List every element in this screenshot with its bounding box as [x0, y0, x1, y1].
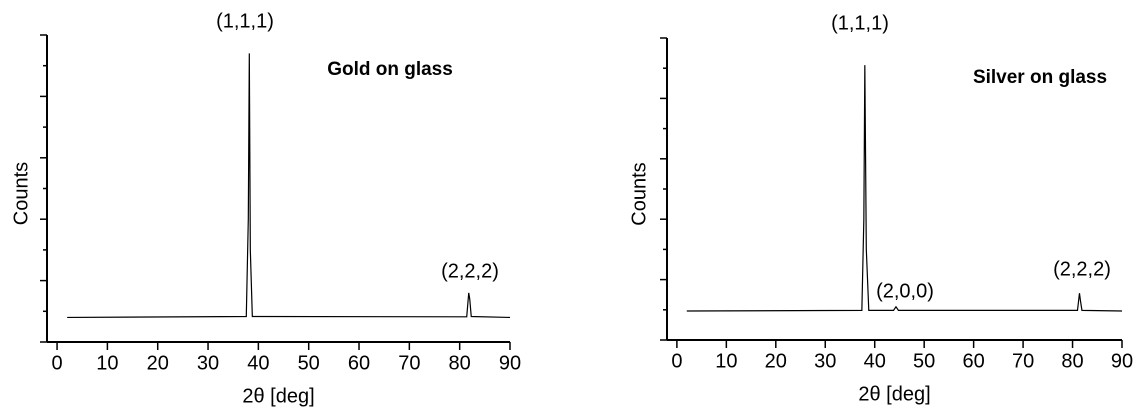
- x-tick-label: 60: [348, 352, 370, 374]
- annotation: (2,0,0): [876, 280, 934, 302]
- annotation: (2,2,2): [441, 260, 499, 282]
- x-tick-label: 10: [715, 350, 737, 372]
- x-tick-label: 80: [1061, 350, 1083, 372]
- x-tick-label: 90: [499, 352, 521, 374]
- x-tick-label: 40: [864, 350, 886, 372]
- x-tick-label: 20: [765, 350, 787, 372]
- annotation: (2,2,2): [1053, 258, 1111, 280]
- x-tick-label: 70: [398, 352, 420, 374]
- x-tick-label: 90: [1111, 350, 1133, 372]
- annotation: (1,1,1): [831, 12, 889, 34]
- x-tick-label: 40: [247, 352, 269, 374]
- data-line: [67, 53, 511, 319]
- x-tick-label: 20: [147, 352, 169, 374]
- x-tick-label: 30: [197, 352, 219, 374]
- x-axis-title: 2θ [deg]: [858, 383, 930, 405]
- x-tick-label: 80: [449, 352, 471, 374]
- y-axis-title: Counts: [10, 162, 32, 225]
- data-line: [686, 65, 1123, 312]
- y-axis-title: Counts: [628, 162, 650, 225]
- x-tick-label: 50: [913, 350, 935, 372]
- x-tick-label: 10: [96, 352, 118, 374]
- x-tick-label: 0: [671, 350, 682, 372]
- x-tick-label: 60: [963, 350, 985, 372]
- x-axis-title: 2θ [deg]: [242, 385, 314, 407]
- annotation: (1,1,1): [216, 10, 274, 32]
- chart-title: Gold on glass: [327, 59, 453, 80]
- x-tick-label: 70: [1012, 350, 1034, 372]
- chart-title: Silver on glass: [973, 67, 1107, 88]
- x-tick-label: 50: [298, 352, 320, 374]
- x-tick-label: 0: [52, 352, 63, 374]
- x-tick-label: 30: [814, 350, 836, 372]
